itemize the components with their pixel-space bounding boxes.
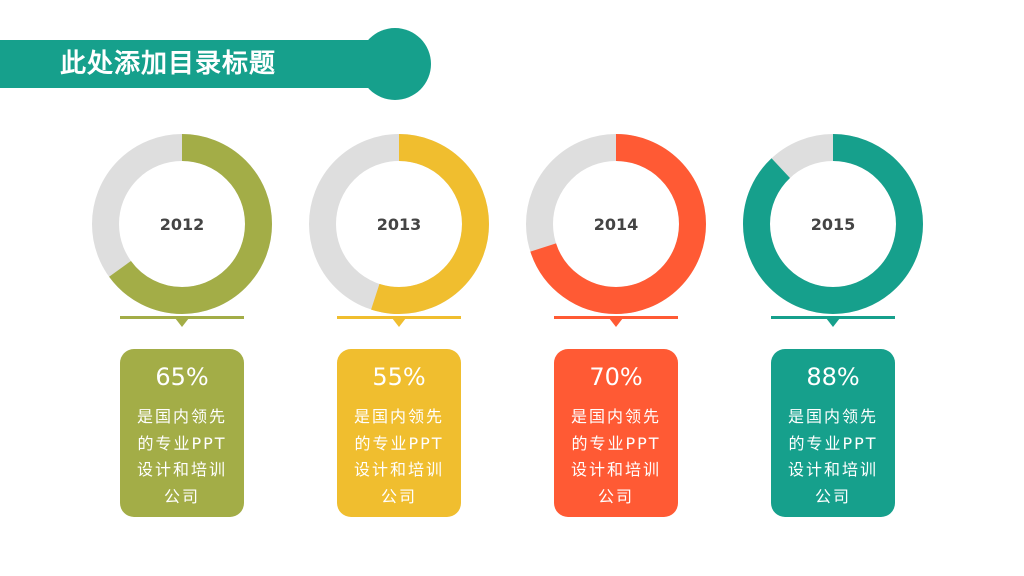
pointer xyxy=(826,318,840,327)
description-line: 公司 xyxy=(163,486,200,506)
donut-title: 2013 xyxy=(377,215,422,234)
donut-arc xyxy=(309,134,489,314)
description-line: 是国内领先 xyxy=(787,407,878,426)
description-line: 的专业PPT xyxy=(354,433,444,453)
description-line: 的专业PPT xyxy=(137,433,227,453)
value-label: 70% xyxy=(589,363,643,391)
divider xyxy=(554,316,678,319)
header-title: 此处添加目录标题 xyxy=(60,49,277,79)
pointer xyxy=(392,318,406,327)
divider xyxy=(337,316,461,319)
description-line: 的专业PPT xyxy=(788,433,878,453)
description-line: 的专业PPT xyxy=(571,433,661,453)
info-box: 70% 是国内领先的专业PPT 设计和培训公司 xyxy=(554,349,678,517)
value-label: 55% xyxy=(372,363,426,391)
value-label: 88% xyxy=(806,363,860,391)
donut-title: 2012 xyxy=(160,215,205,234)
info-box: 55% 是国内领先的专业PPT 设计和培训公司 xyxy=(337,349,461,517)
donut-arc xyxy=(743,134,923,314)
header-bar xyxy=(0,40,400,88)
info-box: 88% 是国内领先的专业PPT 设计和培训公司 xyxy=(771,349,895,517)
donut-arc xyxy=(526,134,706,314)
donut-title: 2014 xyxy=(594,215,639,234)
description-line: 设计和培训 xyxy=(570,460,661,479)
divider xyxy=(771,316,895,319)
info-box: 65% 是国内领先的专业PPT 设计和培训公司 xyxy=(120,349,244,517)
description-line: 是国内领先 xyxy=(136,407,227,426)
description-line: 设计和培训 xyxy=(136,460,227,479)
header-circle xyxy=(359,28,431,100)
description-line: 设计和培训 xyxy=(353,460,444,479)
description-line: 是国内领先 xyxy=(353,407,444,426)
description-line: 是国内领先 xyxy=(570,407,661,426)
pointer xyxy=(609,318,623,327)
divider xyxy=(120,316,244,319)
description-line: 公司 xyxy=(380,486,417,506)
value-label: 65% xyxy=(155,363,209,391)
donut-title: 2015 xyxy=(811,215,856,234)
description-line: 公司 xyxy=(597,486,634,506)
description-line: 公司 xyxy=(814,486,851,506)
description-line: 设计和培训 xyxy=(787,460,878,479)
donut-arc xyxy=(92,134,272,314)
pointer xyxy=(175,318,189,327)
